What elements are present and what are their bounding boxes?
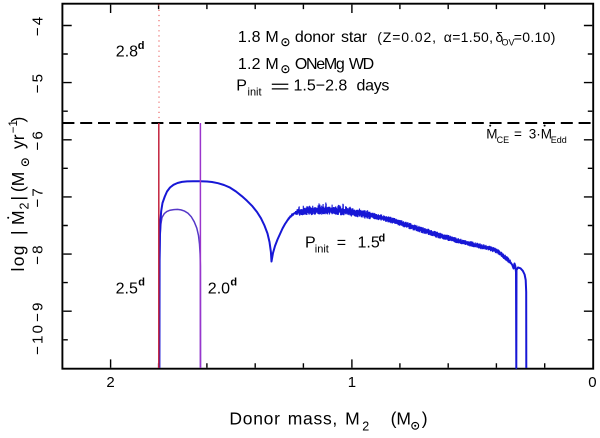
svg-text:α=1.50,: α=1.50, xyxy=(444,29,494,45)
svg-text:|: | xyxy=(8,230,28,235)
svg-text:): ) xyxy=(422,409,428,429)
svg-text:(Z=0.02,: (Z=0.02, xyxy=(377,29,437,45)
svg-text:d: d xyxy=(230,277,237,289)
svg-text:=: = xyxy=(337,235,346,252)
svg-text:2.5: 2.5 xyxy=(116,280,138,297)
svg-text:init: init xyxy=(248,87,262,99)
svg-text:−10: −10 xyxy=(30,323,47,355)
svg-text:): ) xyxy=(8,117,28,123)
svg-text:|: | xyxy=(8,196,28,201)
svg-text:−4: −4 xyxy=(30,15,47,36)
svg-text:d: d xyxy=(138,40,145,52)
svg-text:M: M xyxy=(8,210,28,225)
svg-text:2: 2 xyxy=(18,203,32,210)
svg-text:P: P xyxy=(236,78,247,95)
svg-text:2: 2 xyxy=(106,374,114,391)
svg-text:yr: yr xyxy=(8,134,28,149)
svg-text:Donor mass, M: Donor mass, M xyxy=(229,409,360,429)
svg-text:(M: (M xyxy=(8,172,28,192)
svg-text:init: init xyxy=(315,244,329,256)
svg-text:1: 1 xyxy=(348,374,356,391)
svg-text:−1: −1 xyxy=(8,120,20,133)
svg-text:OV: OV xyxy=(502,37,515,47)
svg-text:−9: −9 xyxy=(30,301,47,322)
svg-text:=0.10): =0.10) xyxy=(514,29,556,45)
svg-text:2: 2 xyxy=(362,420,369,434)
svg-text:ONeMg WD: ONeMg WD xyxy=(295,56,374,73)
svg-text:1.5: 1.5 xyxy=(358,235,380,252)
svg-text:−5: −5 xyxy=(30,72,47,93)
svg-text:M: M xyxy=(486,127,497,142)
svg-text:(M: (M xyxy=(391,409,411,429)
svg-text:δ: δ xyxy=(495,29,503,45)
svg-text:P: P xyxy=(305,235,316,252)
svg-text:log: log xyxy=(8,244,28,271)
svg-text:d: d xyxy=(138,277,145,289)
svg-text:1.8 M: 1.8 M xyxy=(238,29,279,46)
svg-text:−6: −6 xyxy=(30,129,47,150)
svg-text:d: d xyxy=(379,233,386,245)
svg-text:donor star: donor star xyxy=(295,29,368,46)
svg-text:Edd: Edd xyxy=(551,135,567,145)
svg-text:2.8: 2.8 xyxy=(116,44,138,61)
svg-text:=: = xyxy=(514,127,522,142)
svg-text:2.0: 2.0 xyxy=(208,280,230,297)
svg-text:days: days xyxy=(357,78,390,95)
svg-text:−8: −8 xyxy=(30,243,47,264)
svg-text:CE: CE xyxy=(497,135,510,145)
svg-text:3·M: 3·M xyxy=(529,127,552,142)
svg-text:1.5−2.8: 1.5−2.8 xyxy=(294,78,348,95)
svg-text:0: 0 xyxy=(588,374,596,391)
svg-text:−7: −7 xyxy=(30,186,47,207)
svg-text:1.2 M: 1.2 M xyxy=(238,56,279,73)
